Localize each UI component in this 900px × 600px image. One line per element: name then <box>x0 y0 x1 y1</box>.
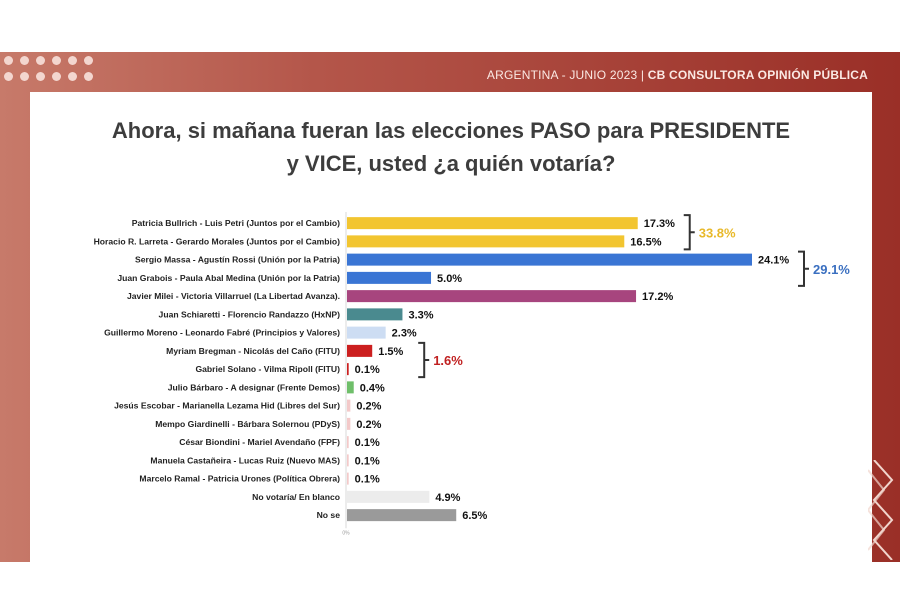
decorative-dot <box>20 56 29 65</box>
bar <box>347 399 351 412</box>
category-label: Gabriel Solano - Vilma Ripoll (FITU) <box>195 364 340 374</box>
value-label: 0.1% <box>355 474 380 486</box>
value-label: 0.2% <box>356 419 381 431</box>
group-bracket <box>683 214 691 251</box>
group-bracket <box>418 341 426 379</box>
category-label: Myriam Bregman - Nicolás del Caño (FITU) <box>166 346 340 356</box>
value-label: 3.3% <box>408 309 433 321</box>
chart-title-line-2: y VICE, usted ¿a quién votaría? <box>286 151 616 176</box>
value-label: 17.2% <box>642 291 673 303</box>
header-country-date: ARGENTINA - JUNIO 2023 | <box>486 68 645 82</box>
axis-tick-label: 0% <box>342 530 350 536</box>
category-label: Mempo Giardinelli - Bárbara Solernou (PD… <box>155 419 340 429</box>
bar <box>347 326 386 339</box>
bar <box>347 217 638 230</box>
category-label: Jesús Escobar - Marianella Lezama Hid (L… <box>114 401 340 411</box>
bar <box>347 253 752 266</box>
decorative-dots <box>4 56 104 86</box>
bar <box>347 235 625 248</box>
decorative-dot <box>68 72 77 81</box>
chart-title: Ahora, si mañana fueran las elecciones P… <box>30 114 872 180</box>
chart-title-line-1: Ahora, si mañana fueran las elecciones P… <box>111 118 791 143</box>
group-total-label: 29.1% <box>813 262 850 277</box>
bar <box>347 472 349 485</box>
group-bracket <box>798 250 805 287</box>
value-label: 0.1% <box>355 455 380 467</box>
bar <box>347 417 351 430</box>
decorative-dot <box>68 56 77 65</box>
category-label: Patricia Bullrich - Luis Petri (Juntos p… <box>132 218 340 228</box>
category-label: Juan Schiaretti - Florencio Randazzo (Hx… <box>159 309 341 319</box>
decorative-dot <box>4 56 13 65</box>
value-label: 0.2% <box>356 401 381 413</box>
content-panel <box>30 92 872 562</box>
header-source: CB CONSULTORA OPINIÓN PÚBLICA <box>647 68 868 82</box>
group-total-label: 33.8% <box>699 225 736 240</box>
category-label: César Biondini - Mariel Avendaño (FPF) <box>179 437 340 447</box>
value-label: 24.1% <box>758 255 789 267</box>
value-label: 17.3% <box>644 218 675 230</box>
bar <box>347 490 430 503</box>
bar <box>347 308 403 321</box>
value-label: 0.4% <box>360 382 385 394</box>
category-label: Marcelo Ramal - Patricia Urones (Polític… <box>139 474 340 484</box>
decorative-dot <box>36 72 45 81</box>
bar <box>347 381 354 394</box>
category-label: Manuela Castañeira - Lucas Ruiz (Nuevo M… <box>150 455 340 465</box>
bar <box>347 344 373 357</box>
bar <box>347 436 349 449</box>
bar <box>347 290 637 303</box>
decorative-dot <box>36 56 45 65</box>
decorative-dot <box>52 72 61 81</box>
decorative-dot <box>4 72 13 81</box>
value-label: 1.5% <box>378 346 403 358</box>
value-label: 0.1% <box>355 364 380 376</box>
value-label: 4.9% <box>435 492 460 504</box>
bar <box>347 363 349 376</box>
value-label: 6.5% <box>462 510 487 522</box>
decorative-dot <box>84 56 93 65</box>
report-header: ARGENTINA - JUNIO 2023 | CB CONSULTORA O… <box>487 68 868 82</box>
category-label: Horacio R. Larreta - Gerardo Morales (Ju… <box>94 236 341 246</box>
bar <box>347 454 349 467</box>
value-label: 2.3% <box>392 328 417 340</box>
category-label: Sergio Massa - Agustín Rossi (Unión por … <box>135 255 340 265</box>
value-label: 0.1% <box>355 437 380 449</box>
bar <box>347 271 432 284</box>
category-label: Julio Bárbaro - A designar (Frente Demos… <box>168 382 340 392</box>
group-total-label: 1.6% <box>433 353 463 368</box>
decorative-dot <box>52 56 61 65</box>
category-label: Juan Grabois - Paula Abal Medina (Unión … <box>117 273 340 283</box>
category-label: Javier Milei - Victoria Villarruel (La L… <box>127 291 340 301</box>
decorative-dot <box>20 72 29 81</box>
value-label: 16.5% <box>630 236 661 248</box>
chevron-pattern-icon <box>868 460 894 560</box>
category-label: No se <box>317 510 341 520</box>
category-label: No votaría/ En blanco <box>252 492 340 502</box>
bar <box>347 509 457 522</box>
value-label: 5.0% <box>437 273 462 285</box>
category-label: Guillermo Moreno - Leonardo Fabré (Princ… <box>104 328 340 338</box>
decorative-dot <box>84 72 93 81</box>
